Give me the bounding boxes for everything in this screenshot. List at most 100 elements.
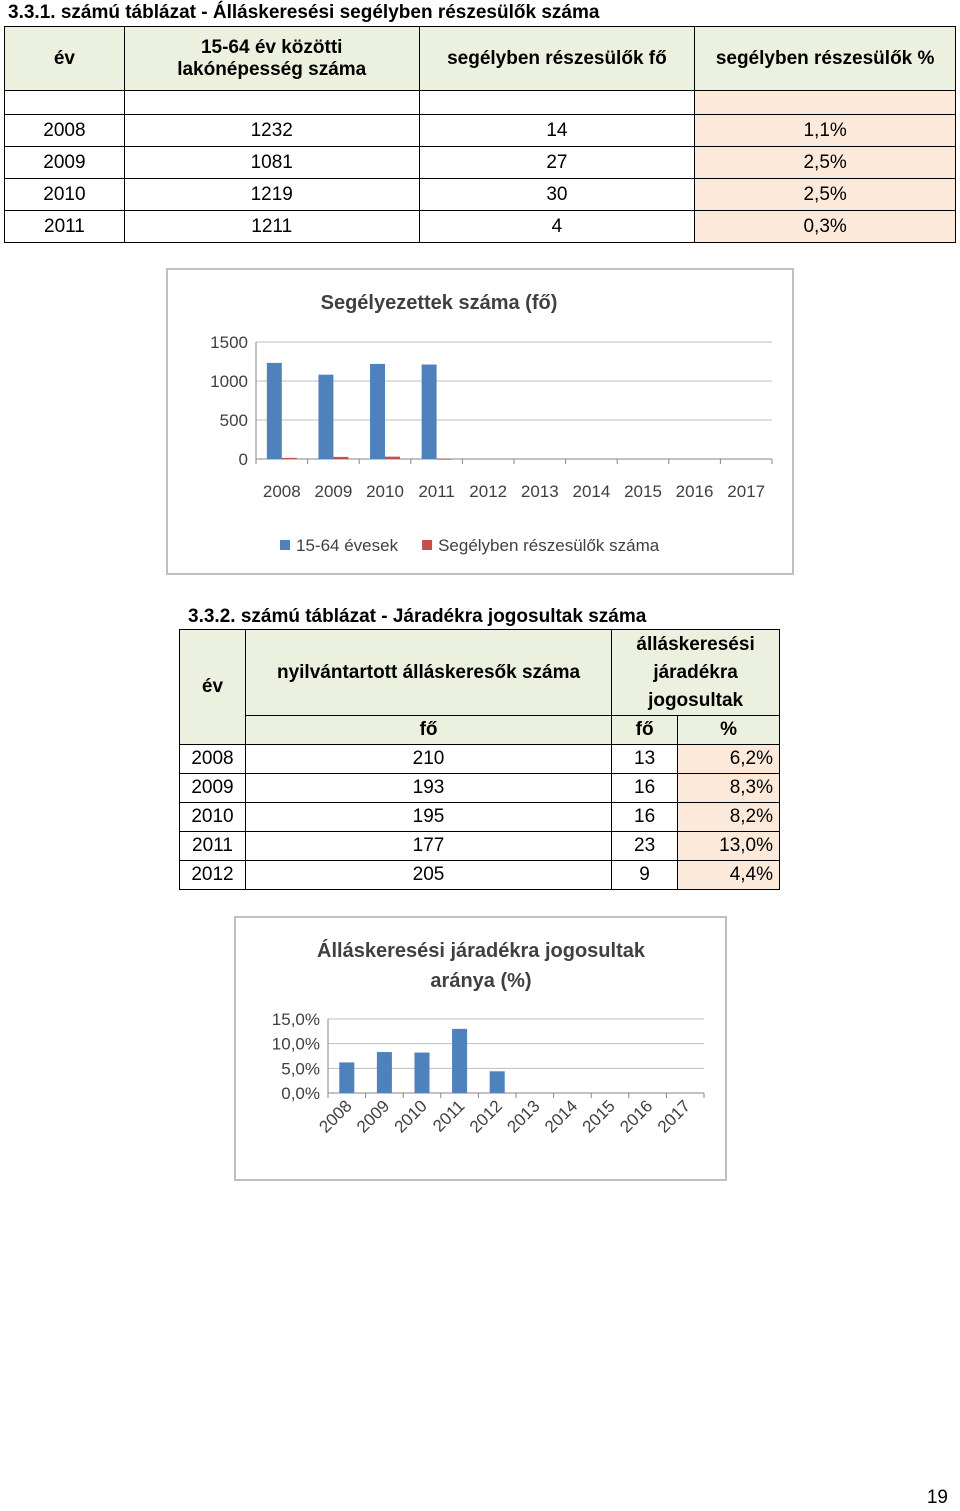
table-row: 2008 1232 14 1,1% — [4, 114, 956, 147]
table1-cell-recipients: 4 — [418, 210, 696, 243]
x-tick-label: 2017 — [654, 1096, 694, 1136]
table2-cell-registered: 177 — [244, 831, 613, 861]
table1-cell-population: 1211 — [123, 210, 420, 243]
table2-cell-registered: 193 — [244, 773, 613, 803]
x-tick-label: 2010 — [391, 1096, 431, 1136]
x-tick-label: 2008 — [263, 482, 301, 501]
bar — [318, 374, 334, 459]
bar — [370, 363, 385, 459]
table1-header-recipients: segélyben részesülők fő — [418, 26, 696, 91]
chart2-svg: Álláskeresési járadékra jogosultak arány… — [272, 939, 705, 1137]
legend-label: 15-64 évesek — [296, 536, 399, 555]
x-tick-label: 2014 — [541, 1096, 581, 1136]
x-tick-label: 2015 — [579, 1096, 619, 1136]
x-tick-label: 2009 — [314, 482, 352, 501]
x-tick-label: 2015 — [624, 482, 662, 501]
table1: év 15-64 év közötti lakónépesség száma s… — [4, 26, 956, 243]
table2-header-entitled-line2: járadékra — [653, 661, 738, 683]
y-tick-label: 10,0% — [272, 1035, 320, 1054]
table1-header-population: 15-64 év közötti lakónépesség száma — [123, 26, 420, 91]
bar — [333, 456, 349, 459]
table2-cell-registered: 195 — [244, 802, 613, 832]
y-tick-label: 15,0% — [272, 1010, 320, 1029]
table1-cell-percent: 0,3% — [694, 210, 956, 243]
table2-cell-percent: 13,0% — [677, 831, 780, 861]
table1-cell-population: 1081 — [123, 146, 420, 179]
y-tick-label: 0 — [239, 450, 248, 469]
table2-caption: 3.3.2. számú táblázat - Járadékra jogosu… — [188, 606, 647, 627]
table2-unit-fo: fő — [611, 715, 679, 745]
table2-header-year: év — [179, 629, 246, 745]
table2-cell-entitled: 16 — [611, 773, 679, 803]
x-tick-label: 2017 — [727, 482, 765, 501]
page-number: 19 — [926, 1487, 948, 1508]
x-tick-label: 2012 — [466, 1096, 506, 1136]
table-row: 2011 1211 4 0,3% — [4, 210, 956, 243]
table-row: 2011 177 23 13,0% — [179, 831, 780, 861]
x-tick-label: 2012 — [469, 482, 507, 501]
table1-caption: 3.3.1. számú táblázat - Álláskeresési se… — [8, 2, 600, 23]
table1-header-percent: segélyben részesülők % — [694, 26, 956, 91]
table2-cell-percent: 6,2% — [677, 744, 780, 774]
x-tick-label: 2016 — [616, 1096, 656, 1136]
x-tick-label: 2008 — [315, 1096, 355, 1136]
table2-cell-percent: 8,2% — [677, 802, 780, 832]
table2-cell-year: 2012 — [179, 860, 246, 890]
y-tick-label: 1000 — [210, 372, 248, 391]
table1-header-year: év — [4, 26, 125, 91]
table1-header-population-line1: 15-64 év közötti — [200, 36, 343, 58]
bar — [339, 1062, 355, 1093]
table-row: 2008 210 13 6,2% — [179, 744, 780, 774]
x-tick-label: 2010 — [366, 482, 404, 501]
x-tick-label: 2011 — [429, 1096, 468, 1135]
legend-swatch — [280, 540, 290, 550]
bar — [281, 457, 297, 459]
legend-label: Segélyben részesülők száma — [438, 536, 660, 555]
bar — [452, 1028, 468, 1093]
table1-cell-year: 2009 — [4, 146, 125, 179]
chart1-title: Segélyezettek száma (fő) — [321, 292, 558, 314]
table-row: 2010 1219 30 2,5% — [4, 178, 956, 211]
x-tick-label: 2013 — [503, 1096, 543, 1136]
y-tick-label: 1500 — [210, 333, 248, 352]
chart1-svg: Segélyezettek száma (fő) 0 500 1000 1500 200… — [210, 292, 773, 555]
table1-cell-percent: 1,1% — [694, 114, 956, 147]
table-row: 2010 195 16 8,2% — [179, 802, 780, 832]
table2-cell-percent: 8,3% — [677, 773, 780, 803]
bar — [421, 364, 437, 459]
table-row: 2009 1081 27 2,5% — [4, 146, 956, 179]
table1-header-population-line2: lakónépesség száma — [177, 58, 367, 80]
bar — [266, 362, 282, 459]
x-tick-label: 2013 — [521, 482, 559, 501]
bar — [436, 458, 452, 460]
table1-cell-percent: 2,5% — [694, 178, 956, 211]
table1-cell-year: 2010 — [4, 178, 125, 211]
bar — [489, 1071, 505, 1093]
table2-cell-year: 2010 — [179, 802, 246, 832]
y-tick-label: 500 — [220, 411, 248, 430]
y-tick-label: 5,0% — [281, 1059, 320, 1078]
table1-cell-population: 1232 — [123, 114, 420, 147]
table2-cell-entitled: 9 — [611, 860, 679, 890]
table2-unit-percent: % — [677, 715, 780, 745]
bar — [376, 1052, 392, 1093]
table2-header-entitled-line1: álláskeresési — [636, 633, 755, 655]
chart2-container: Álláskeresési járadékra jogosultak arány… — [234, 916, 727, 1181]
x-tick-label: 2009 — [353, 1096, 393, 1136]
legend-swatch — [422, 540, 433, 550]
table2-cell-entitled: 23 — [611, 831, 679, 861]
table-row: 2012 205 9 4,4% — [179, 860, 780, 890]
table2-header-registered: nyilvántartott álláskeresők száma — [244, 629, 613, 716]
table2-cell-percent: 4,4% — [677, 860, 780, 890]
table-row: 2009 193 16 8,3% — [179, 773, 780, 803]
chart1-container: Segélyezettek száma (fő) 0 500 1000 1500 200… — [166, 268, 794, 575]
table1-cell-year: 2011 — [4, 210, 125, 243]
bar — [414, 1052, 430, 1093]
table2-cell-registered: 205 — [244, 860, 613, 890]
table2-unit-fo: fő — [244, 715, 613, 745]
table2-cell-year: 2008 — [179, 744, 246, 774]
table1-cell-percent: 2,5% — [694, 146, 956, 179]
chart2-title-line2: aránya (%) — [430, 970, 531, 992]
table1-cell-recipients: 27 — [418, 146, 696, 179]
table2-cell-entitled: 13 — [611, 744, 679, 774]
